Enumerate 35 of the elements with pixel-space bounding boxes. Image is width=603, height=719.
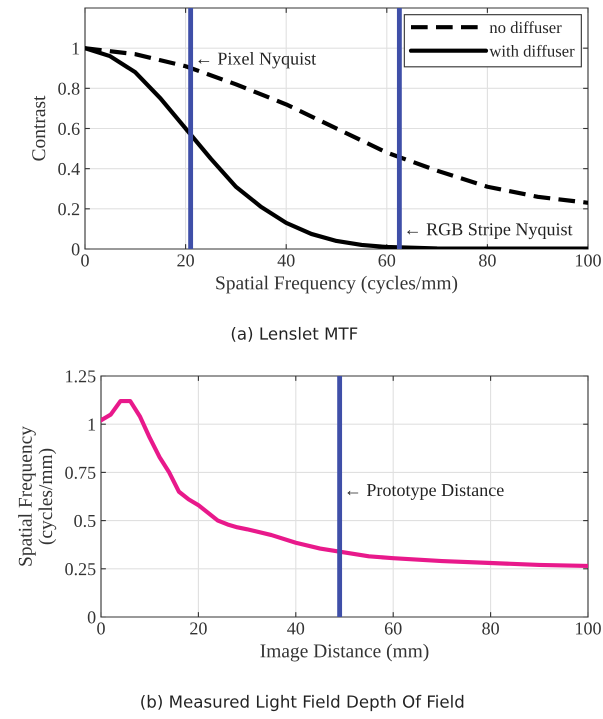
line-series xyxy=(101,398,588,568)
legend-label: no diffuser xyxy=(490,21,562,34)
x-tick-label: 80 xyxy=(479,254,496,267)
x-tick-label: 60 xyxy=(384,622,402,635)
y-tick-label: 1 xyxy=(72,42,80,54)
y-tick-label: 1 xyxy=(88,418,96,430)
y-tick-label: 0.2 xyxy=(58,203,80,216)
x-tick-label: 100 xyxy=(576,622,601,635)
x-tick-label: 20 xyxy=(177,254,194,267)
y-tick-label: 0.6 xyxy=(58,122,80,136)
y-tick-label: 0.8 xyxy=(58,82,80,95)
y-tick-label: 0 xyxy=(72,243,80,256)
x-tick-label: 100 xyxy=(576,254,601,267)
annotation: ← Pixel Nyquist xyxy=(198,52,316,68)
y-tick-label: 0.4 xyxy=(58,162,80,176)
x-tick-label: 40 xyxy=(287,622,304,635)
y-tick-label: 0.75 xyxy=(65,466,96,479)
y-axis-title: Contrast xyxy=(32,96,46,161)
text: (a) Lenslet MTF xyxy=(232,326,358,342)
text: (b) Measured Light Field Depth Of Field xyxy=(141,694,464,712)
y-tick-label: 1.25 xyxy=(66,370,96,383)
annotation: ← Prototype Distance xyxy=(347,484,504,500)
x-tick-label: 20 xyxy=(190,622,207,635)
legend-label: with diffuser xyxy=(489,44,575,57)
x-axis-title: Spatial Frequency (cycles/mm) xyxy=(216,276,458,294)
y-tick-label: 0 xyxy=(88,611,96,624)
y-tick-label: 0.5 xyxy=(74,514,96,528)
x-tick-label: 80 xyxy=(482,622,499,635)
y-tick-label: 0.25 xyxy=(65,563,96,576)
y-axis-title: Spatial Frequency (cycles/mm) xyxy=(18,426,56,566)
x-axis-title: Image Distance (mm) xyxy=(260,644,428,662)
x-tick-label: 60 xyxy=(378,254,396,267)
x-tick-label: 0 xyxy=(97,622,105,635)
x-tick-label: 40 xyxy=(278,254,295,267)
annotation: ← RGB Stripe Nyquist xyxy=(407,223,572,240)
